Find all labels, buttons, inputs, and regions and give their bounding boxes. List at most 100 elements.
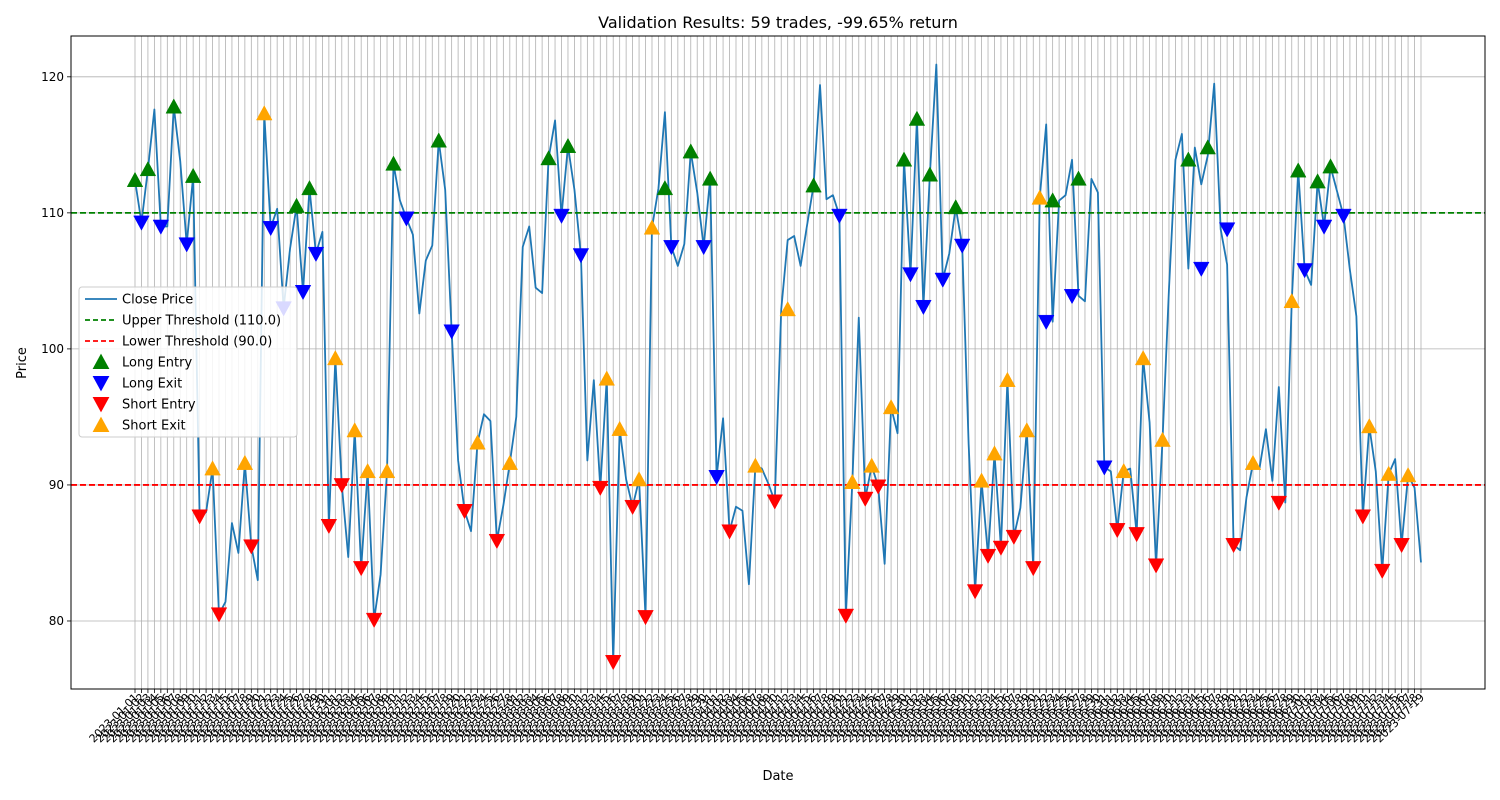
- long-exit-marker: [1063, 289, 1081, 305]
- long-exit-marker: [178, 237, 195, 253]
- short-exit-marker: [236, 454, 254, 470]
- legend: Close Price Upper Threshold (110.0) Lower …: [78, 286, 298, 438]
- long-entry-marker: [921, 166, 939, 182]
- axes-frame: [70, 35, 1486, 690]
- long-entry-marker: [301, 180, 318, 196]
- short-exit-marker: [598, 370, 615, 386]
- long-entry-marker: [805, 177, 822, 193]
- long-exit-marker: [1193, 261, 1210, 277]
- legend-swatch: [92, 353, 110, 369]
- short-entry-marker: [721, 524, 738, 540]
- short-exit-marker: [986, 445, 1003, 461]
- short-entry-marker: [488, 533, 506, 550]
- short-exit-marker: [378, 463, 396, 479]
- short-entry-marker: [320, 519, 338, 535]
- long-entry-marker: [895, 151, 913, 167]
- long-exit-marker: [902, 267, 919, 283]
- short-entry-marker: [1354, 509, 1372, 525]
- long-exit-marker: [553, 208, 570, 224]
- legend-label: Long Entry: [122, 356, 192, 371]
- long-entry-marker: [682, 143, 699, 159]
- short-exit-marker: [999, 371, 1016, 387]
- short-entry-marker: [766, 494, 783, 510]
- short-entry-marker: [1270, 495, 1288, 511]
- long-exit-marker: [708, 470, 725, 486]
- short-exit-marker: [630, 471, 648, 487]
- long-entry-marker: [1070, 170, 1087, 186]
- short-entry-marker: [243, 539, 260, 555]
- long-exit-marker: [572, 248, 590, 264]
- long-entry-marker: [540, 150, 557, 166]
- short-entry-marker: [333, 478, 351, 494]
- long-entry-marker: [656, 180, 674, 196]
- short-exit-marker: [359, 463, 376, 479]
- legend-label: Short Exit: [122, 419, 186, 434]
- long-entry-marker: [908, 110, 926, 126]
- y-tick-label: 90: [49, 478, 64, 492]
- short-exit-marker: [327, 350, 344, 366]
- short-entry-marker: [456, 504, 473, 520]
- short-exit-marker: [1380, 465, 1397, 481]
- short-entry-marker: [1128, 527, 1145, 543]
- short-exit-marker: [204, 460, 221, 476]
- long-entry-marker: [165, 98, 182, 114]
- legend-label: Long Exit: [122, 377, 182, 392]
- short-entry-marker: [1147, 558, 1165, 574]
- short-entry-marker: [624, 499, 641, 516]
- short-exit-marker: [256, 105, 273, 121]
- short-entry-marker: [837, 608, 855, 624]
- short-entry-marker: [1225, 538, 1242, 554]
- short-exit-marker: [501, 454, 519, 470]
- long-entry-marker: [701, 170, 719, 186]
- long-entry-marker: [126, 171, 144, 187]
- y-axis-label: Price: [15, 347, 30, 379]
- short-entry-marker: [191, 509, 208, 525]
- legend-label: Close Price: [122, 293, 193, 308]
- long-entry-marker: [385, 155, 402, 171]
- short-exit-marker: [1134, 350, 1152, 366]
- short-entry-marker: [1005, 529, 1023, 545]
- long-exit-marker: [152, 219, 170, 235]
- short-entry-marker: [352, 561, 370, 577]
- short-exit-marker: [863, 457, 880, 473]
- long-exit-marker: [1096, 460, 1113, 476]
- plot-area: 2023-01-012023-01-022023-01-032023-01-04…: [41, 35, 1486, 745]
- short-exit-marker: [882, 399, 900, 415]
- short-exit-marker: [643, 219, 661, 235]
- long-entry-marker: [288, 197, 305, 213]
- short-exit-marker: [1031, 189, 1048, 205]
- long-exit-marker: [695, 240, 712, 256]
- short-entry-marker: [1025, 561, 1042, 577]
- short-exit-marker: [346, 422, 363, 438]
- short-exit-marker: [1244, 454, 1262, 470]
- short-entry-marker: [992, 540, 1010, 556]
- short-entry-marker: [592, 480, 609, 496]
- short-exit-marker: [469, 434, 486, 450]
- short-exit-marker: [844, 473, 861, 489]
- long-entry-marker: [139, 160, 157, 177]
- short-exit-marker: [1154, 431, 1171, 447]
- long-entry-marker: [1289, 162, 1307, 178]
- long-entry-marker: [184, 167, 202, 183]
- long-exit-marker: [307, 246, 325, 262]
- long-exit-marker: [133, 215, 150, 231]
- long-exit-marker: [1315, 219, 1333, 235]
- y-tick-label: 100: [41, 342, 64, 356]
- chart-title: Validation Results: 59 trades, -99.65% r…: [598, 13, 958, 32]
- short-exit-marker: [1283, 292, 1300, 309]
- short-entry-marker: [1109, 523, 1126, 539]
- long-exit-marker: [294, 285, 312, 301]
- short-entry-marker: [1374, 563, 1391, 579]
- legend-label: Upper Threshold (110.0): [122, 314, 281, 329]
- short-entry-marker: [869, 479, 887, 495]
- short-exit-marker: [1399, 467, 1417, 483]
- long-exit-marker: [398, 211, 415, 227]
- short-entry-marker: [365, 612, 383, 628]
- long-entry-marker: [1180, 151, 1197, 167]
- short-exit-marker: [1018, 422, 1036, 438]
- short-entry-marker: [210, 607, 228, 623]
- short-entry-marker: [604, 655, 622, 671]
- long-exit-marker: [1296, 263, 1313, 279]
- short-entry-marker: [966, 584, 984, 600]
